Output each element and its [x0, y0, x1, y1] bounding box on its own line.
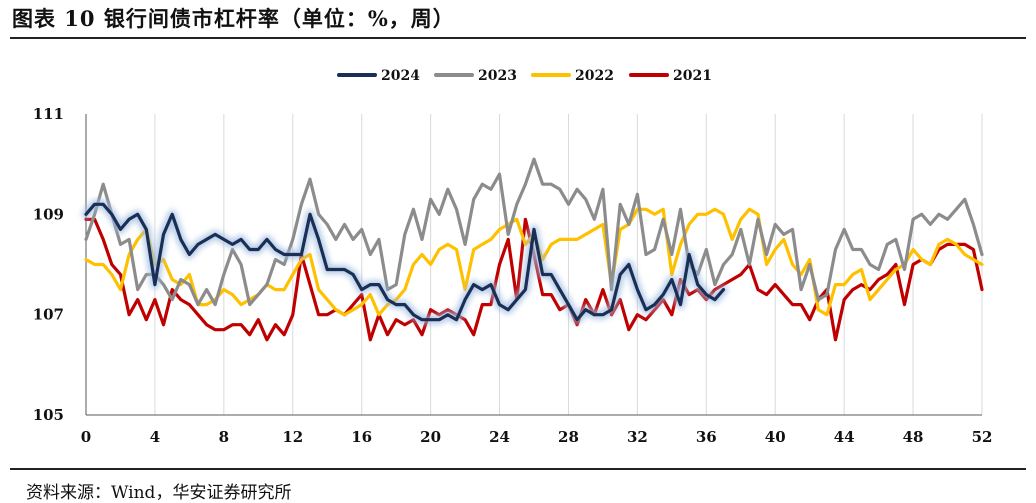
chart-title: 图表 10 银行间债市杠杆率（单位：%，周）	[12, 6, 455, 31]
x-tick-label: 20	[420, 428, 441, 446]
x-tick-label: 16	[351, 428, 372, 446]
legend-label-2023: 2023	[478, 68, 517, 84]
x-tick-label: 44	[834, 428, 855, 446]
x-tick-label: 0	[81, 428, 91, 446]
x-tick-label: 8	[219, 428, 229, 446]
x-tick-label: 24	[489, 428, 510, 446]
x-tick-label: 52	[972, 428, 993, 446]
x-tick-label: 32	[627, 428, 648, 446]
y-tick-label: 107	[33, 306, 64, 324]
x-tick-label: 40	[765, 428, 786, 446]
x-tick-label: 28	[558, 428, 579, 446]
legend: 2024 2023 2022 2021	[337, 68, 712, 84]
grid-layer	[154, 114, 983, 415]
series-layer	[81, 157, 984, 342]
x-tick-label: 4	[150, 428, 160, 446]
x-tick-label: 36	[696, 428, 717, 446]
x-tick-label: 48	[903, 428, 924, 446]
y-tick-label: 111	[33, 105, 64, 123]
source-rule	[10, 468, 1026, 470]
series-line-2023	[84, 157, 984, 307]
title-rule	[10, 37, 1026, 39]
y-tick-label: 105	[33, 406, 64, 424]
legend-label-2024: 2024	[381, 68, 420, 84]
legend-label-2021: 2021	[673, 68, 712, 84]
legend-label-2022: 2022	[575, 68, 614, 84]
series-line-2024	[84, 202, 726, 322]
x-tick-label: 12	[282, 428, 303, 446]
y-tick-label: 109	[33, 205, 64, 223]
source-note: 资料来源：Wind，华安证券研究所	[26, 483, 292, 503]
